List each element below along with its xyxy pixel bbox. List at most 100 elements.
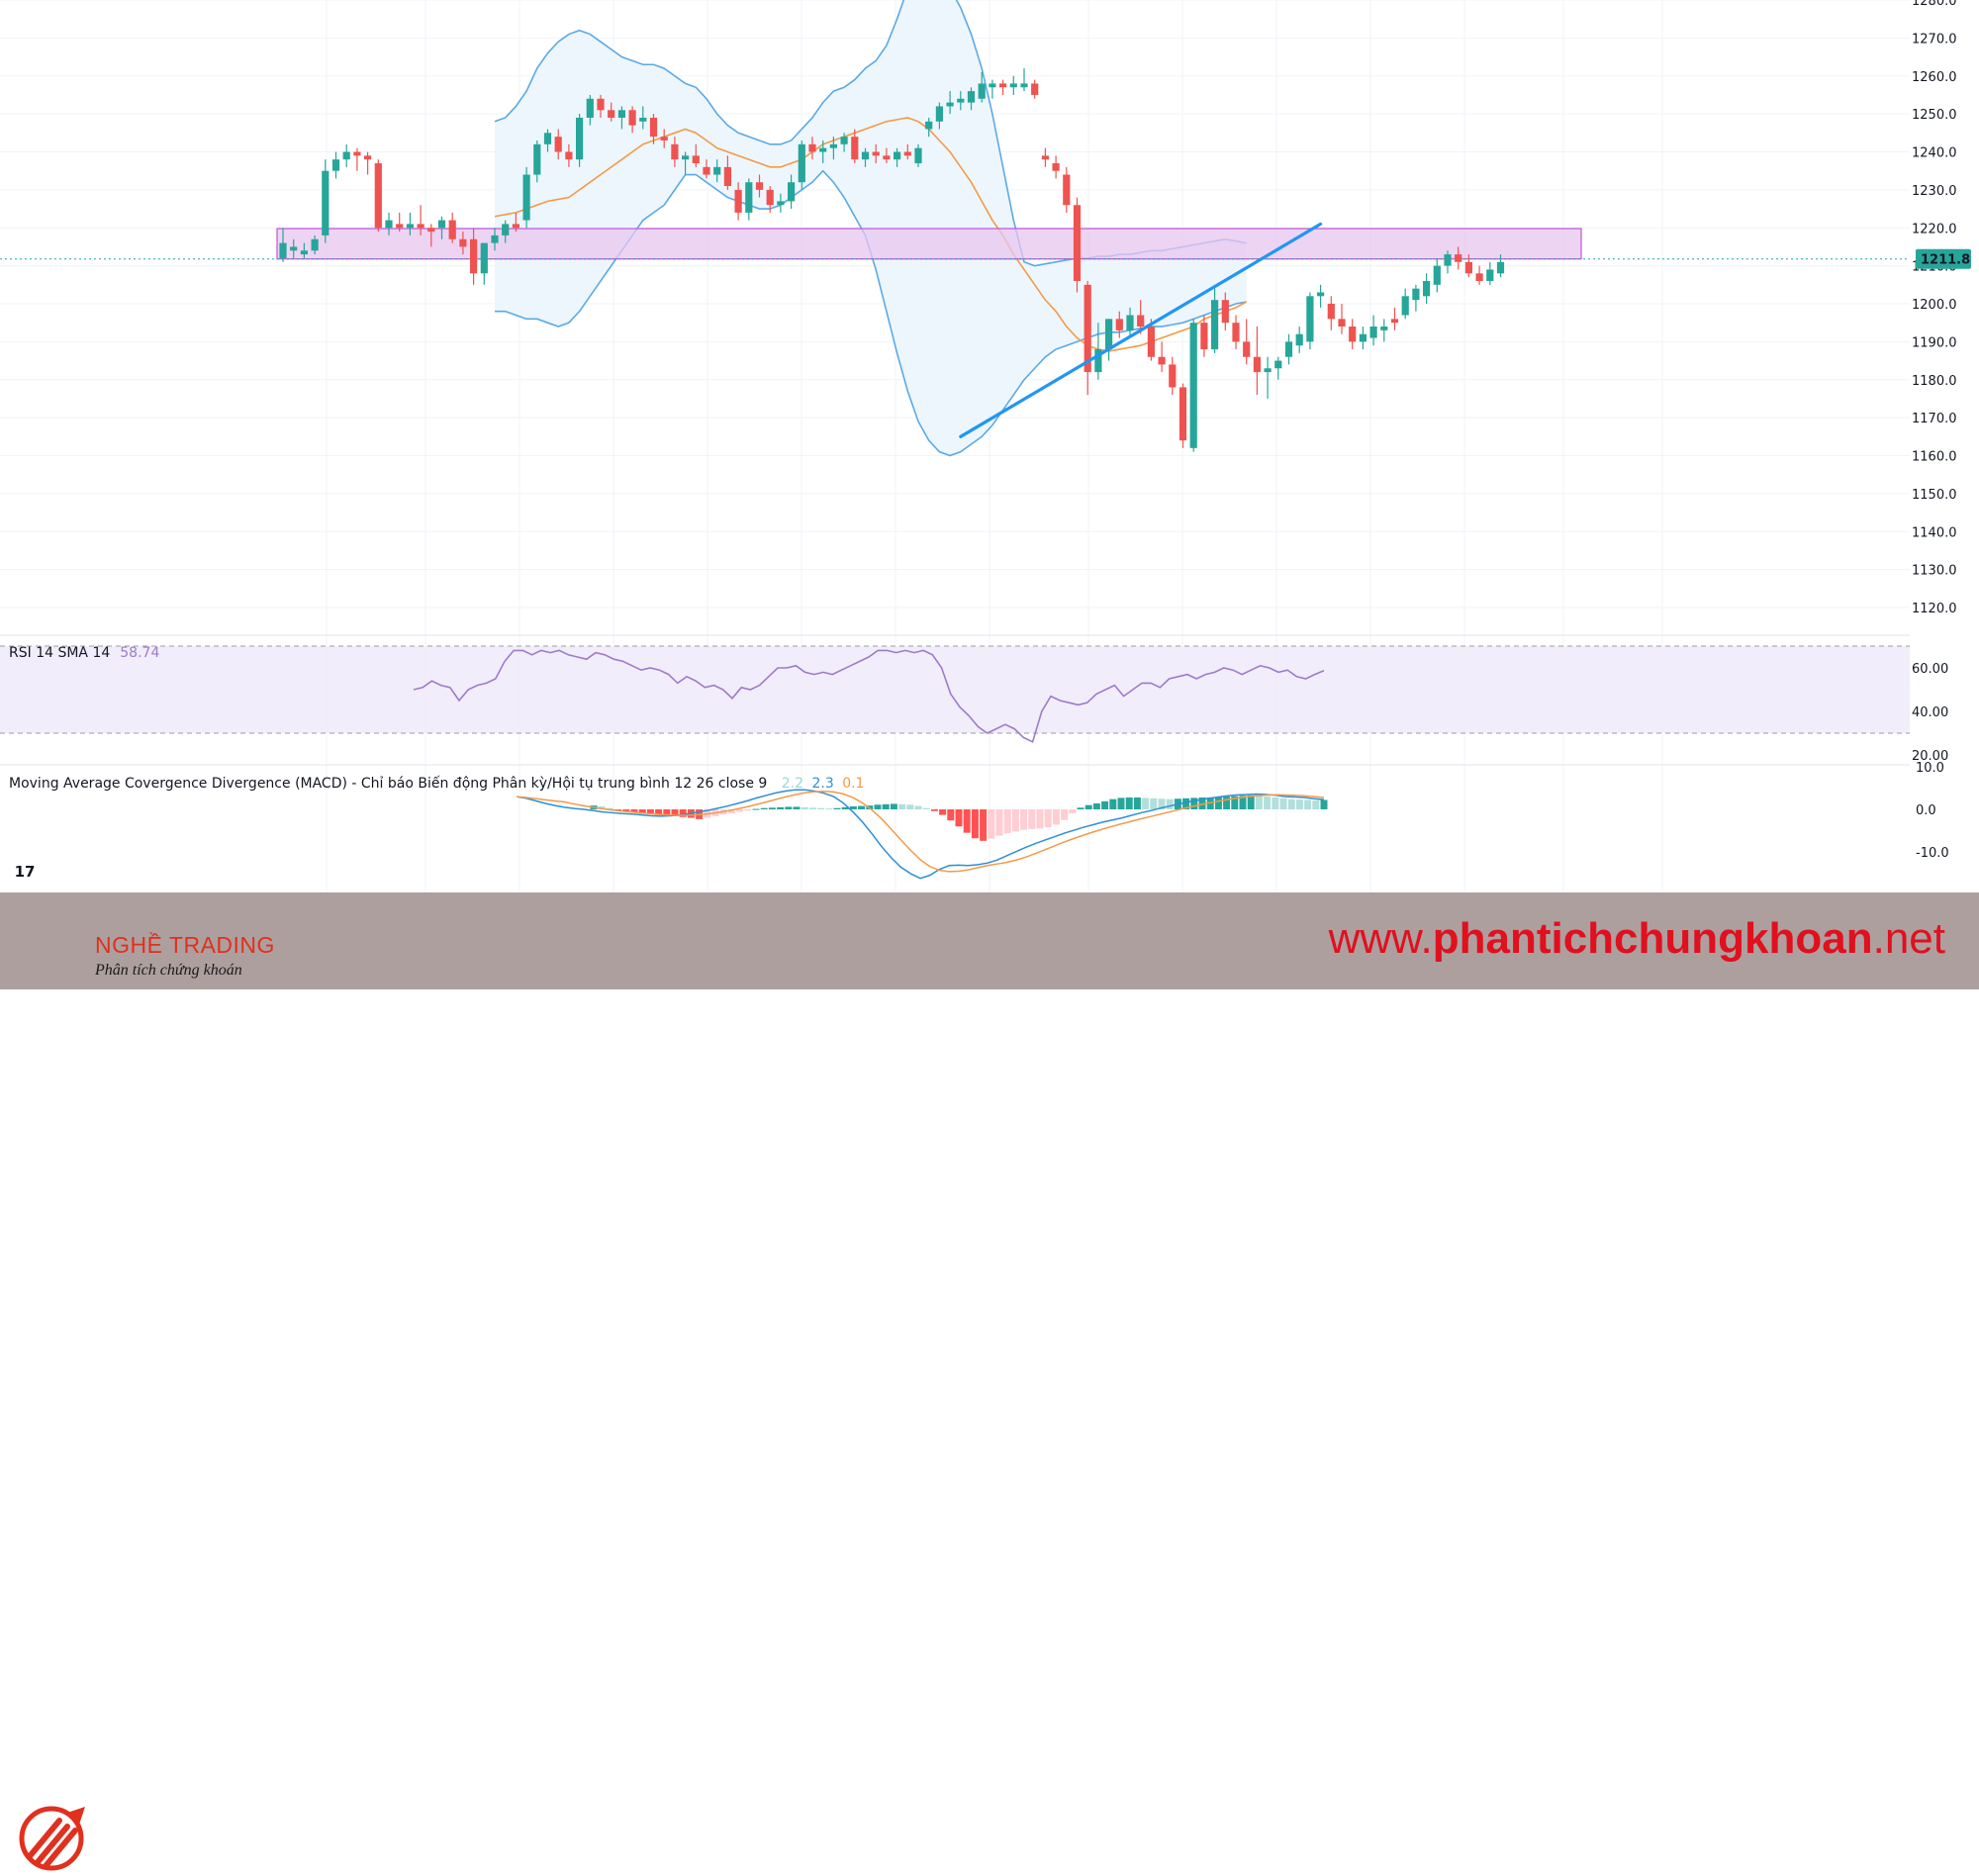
candle-body bbox=[1390, 319, 1399, 324]
macd-histogram-bar bbox=[882, 803, 890, 809]
price-tick-label: 1190.0 bbox=[1912, 335, 1957, 350]
candle bbox=[903, 143, 911, 160]
candle-body bbox=[1063, 174, 1071, 206]
candle-body bbox=[1349, 327, 1357, 342]
candle bbox=[989, 79, 996, 99]
candle bbox=[533, 140, 541, 183]
macd-histogram-bar bbox=[1125, 797, 1133, 809]
price-tick-label: 1150.0 bbox=[1912, 488, 1957, 503]
candle bbox=[586, 94, 594, 126]
macd-line bbox=[516, 789, 1325, 880]
candle bbox=[1041, 147, 1049, 167]
macd-histogram-bar bbox=[679, 809, 687, 817]
macd-histogram-bar bbox=[1320, 799, 1328, 809]
macd-histogram-bar bbox=[980, 809, 988, 841]
candle bbox=[829, 137, 837, 160]
candle bbox=[279, 228, 287, 262]
candle-body bbox=[1169, 364, 1177, 388]
candle-body bbox=[660, 137, 668, 141]
rsi-legend[interactable]: RSI 14 SMA 14 58.74 bbox=[9, 645, 159, 661]
candle-body bbox=[417, 224, 424, 229]
macd-histogram-bar bbox=[638, 809, 646, 814]
price-tick-label: 1230.0 bbox=[1912, 184, 1957, 199]
price-tick-label: 1200.0 bbox=[1912, 298, 1957, 313]
macd-title: Moving Average Covergence Divergence (MA… bbox=[9, 776, 768, 792]
macd-histogram-bar bbox=[890, 803, 897, 809]
candle bbox=[353, 147, 361, 171]
candle bbox=[1221, 292, 1229, 330]
candle-body bbox=[1147, 327, 1155, 357]
candle-body bbox=[1031, 83, 1039, 95]
price-tick-label: 1250.0 bbox=[1912, 108, 1957, 123]
candle-body bbox=[1253, 356, 1261, 373]
candle bbox=[1338, 304, 1346, 334]
candle bbox=[1115, 311, 1123, 338]
candle bbox=[745, 178, 753, 221]
candle bbox=[543, 129, 552, 152]
macd-signal-line bbox=[516, 790, 1325, 873]
candle bbox=[1295, 327, 1303, 353]
macd-tick-label: 10.0 bbox=[1916, 761, 1944, 776]
macd-histogram-bar bbox=[646, 809, 654, 814]
candle-body bbox=[554, 137, 562, 152]
macd-histogram-bar bbox=[622, 809, 630, 812]
candle-body bbox=[788, 182, 796, 202]
price-tick-label: 1120.0 bbox=[1912, 602, 1957, 616]
candle-body bbox=[331, 159, 340, 171]
rsi-tick-label: 40.00 bbox=[1912, 705, 1948, 720]
macd-histogram-bar bbox=[727, 809, 735, 813]
trading-chart[interactable]: 1280.0 1270.0 1260.0 1250.0 1240.0 1230.0 1220… bbox=[0, 0, 1979, 892]
candle bbox=[978, 71, 986, 103]
candle-body bbox=[1359, 333, 1366, 342]
macd-histogram-bar bbox=[768, 807, 776, 809]
candle bbox=[617, 106, 625, 130]
candle-body bbox=[576, 117, 584, 160]
candle bbox=[713, 159, 721, 183]
candle-body bbox=[427, 228, 435, 233]
tradingview-logo[interactable]: 17 bbox=[10, 861, 40, 883]
candle bbox=[491, 228, 499, 251]
candle-body bbox=[1126, 315, 1134, 330]
candle bbox=[1455, 246, 1462, 270]
macd-legend[interactable]: Moving Average Covergence Divergence (MA… bbox=[9, 776, 864, 792]
candle-body bbox=[502, 224, 510, 235]
candle bbox=[1253, 327, 1261, 396]
macd-histogram-bar bbox=[1061, 809, 1069, 820]
macd-histogram-bar bbox=[955, 809, 963, 827]
price-tick-label: 1160.0 bbox=[1912, 450, 1957, 465]
candle bbox=[554, 129, 562, 160]
candle bbox=[967, 87, 976, 111]
macd-histogram-bar bbox=[1304, 799, 1312, 809]
candle bbox=[755, 174, 764, 198]
website-url[interactable]: www.phantichchungkhoan.net bbox=[1329, 914, 1945, 964]
brand-name: NGHỀ TRADING bbox=[95, 932, 275, 958]
candle-body bbox=[766, 189, 774, 206]
macd-histogram-bar bbox=[1011, 809, 1019, 832]
candle bbox=[417, 205, 424, 235]
candle bbox=[798, 140, 805, 190]
candle bbox=[777, 193, 785, 213]
candle-body bbox=[1496, 261, 1505, 274]
macd-histogram-bar bbox=[752, 808, 760, 810]
macd-histogram-bar bbox=[1198, 797, 1206, 809]
macd-histogram-bar bbox=[947, 809, 955, 821]
candle-body bbox=[628, 110, 636, 126]
candle bbox=[692, 143, 700, 167]
macd-hist-value: 2.2 bbox=[781, 776, 804, 792]
candle bbox=[766, 186, 774, 213]
candle-body bbox=[1137, 315, 1145, 328]
macd-histogram-bar bbox=[785, 806, 793, 809]
macd-histogram-bar bbox=[630, 809, 638, 813]
candle-body bbox=[957, 98, 965, 103]
macd-histogram-bar bbox=[736, 809, 744, 812]
candle-body bbox=[1264, 368, 1272, 373]
uptrend-line[interactable] bbox=[959, 222, 1323, 438]
candle-body bbox=[522, 174, 530, 221]
macd-histogram-bar bbox=[1279, 797, 1287, 809]
macd-histogram-bar bbox=[1239, 796, 1247, 809]
candle-body bbox=[459, 238, 467, 247]
macd-histogram-bar bbox=[1092, 802, 1100, 809]
candle-body bbox=[1433, 265, 1441, 285]
candle-body bbox=[808, 143, 816, 152]
candle-body bbox=[491, 234, 499, 243]
